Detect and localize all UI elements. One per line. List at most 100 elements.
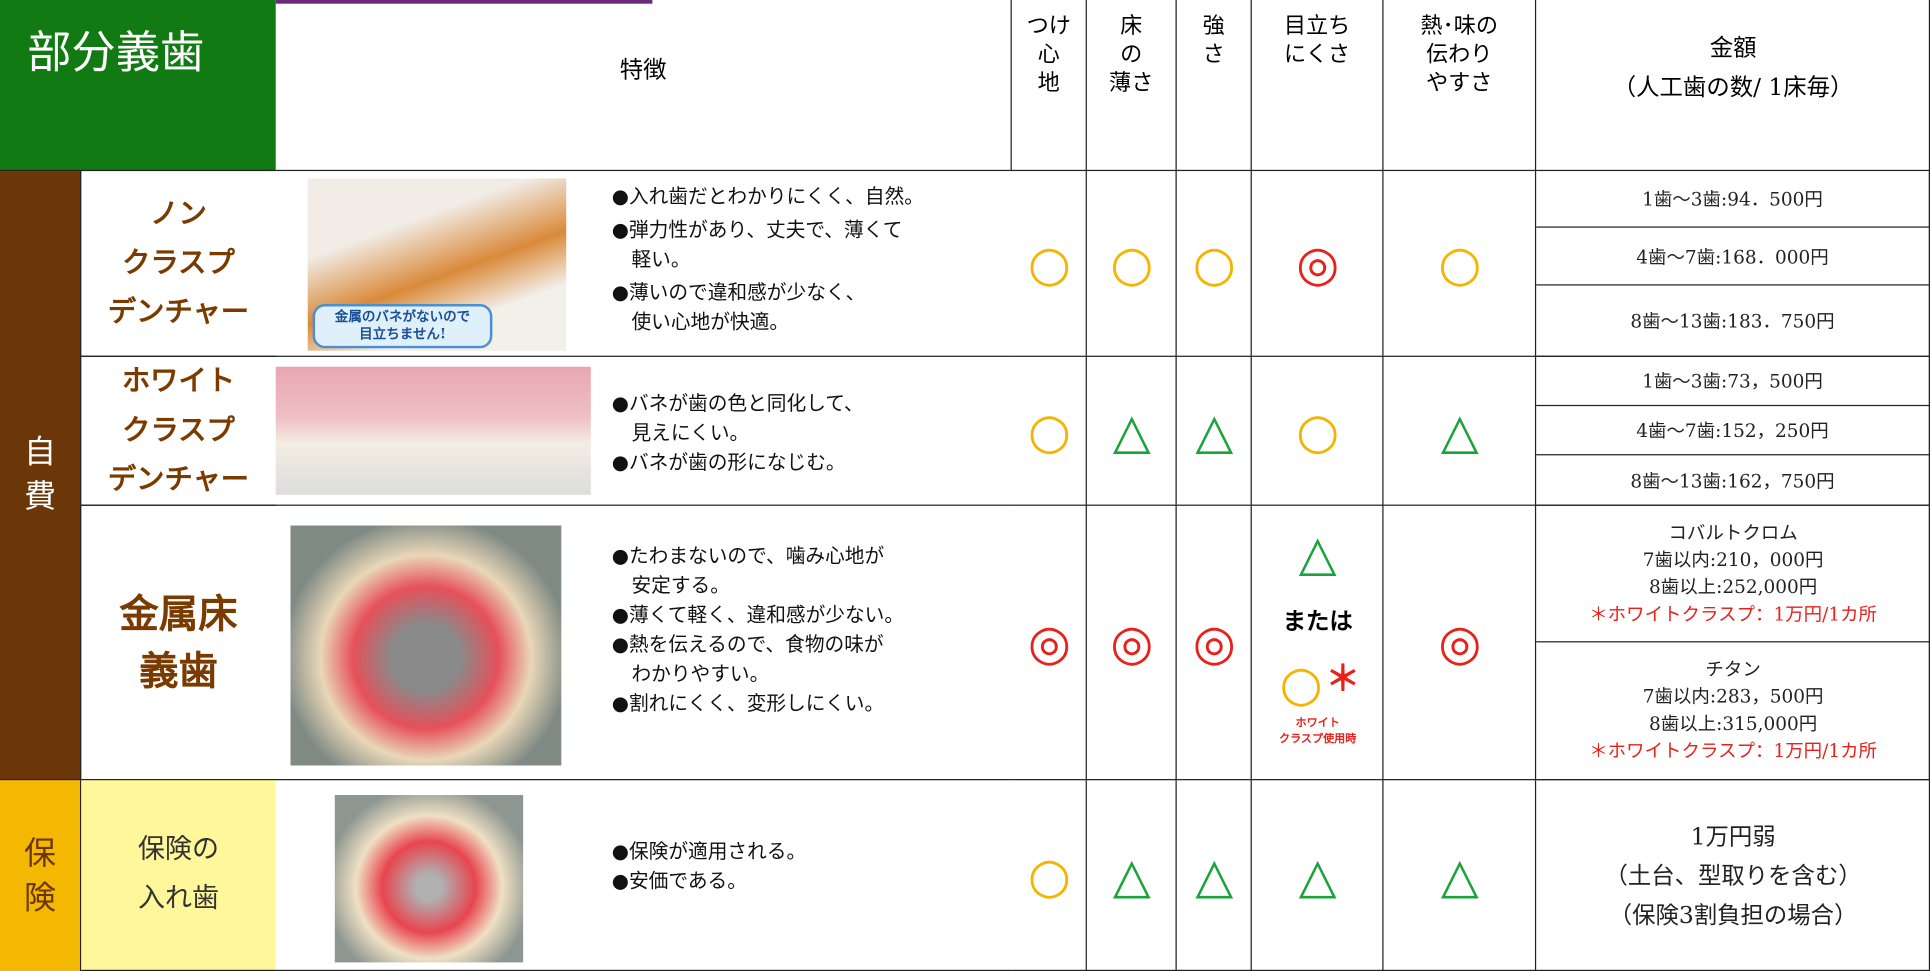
rating: ◎ [1110, 614, 1154, 672]
header-price-note: （人工歯の数/ 1床毎） [1612, 73, 1854, 101]
rating-cell [1251, 505, 1384, 781]
row-name: 保険の 入れ歯 [81, 780, 276, 971]
rating: △ [1298, 525, 1337, 583]
rating: ◎ [1296, 235, 1340, 293]
rating: △ [1112, 847, 1151, 904]
feature-text: ●バネが歯の形になじむ。 [611, 450, 846, 474]
rating-cell [1086, 505, 1177, 781]
rating-cell [1383, 780, 1537, 971]
alt-mark: ＊ [1325, 658, 1361, 700]
rating-cell [1086, 356, 1177, 506]
price: 8歯～13歯:183．750円 [1536, 285, 1930, 357]
row-left-cell [81, 506, 1012, 781]
price-line: 8歯以上:315,000円 [1649, 711, 1818, 735]
rating-cell [1086, 780, 1177, 971]
feature-text: ●薄くて軽く、違和感が少ない。 [611, 603, 905, 627]
price-cell [1536, 780, 1930, 971]
row-name: ノン クラスプ デンチャー [81, 171, 276, 357]
rating-cell [1383, 171, 1537, 357]
feature-text: ●入れ歯だとわかりにくく、自然。 [611, 184, 924, 208]
rating-cell [1086, 171, 1177, 357]
row-name: ホワイト クラスプ デンチャー [81, 357, 276, 506]
feature-text: ●安価である。 [611, 868, 747, 893]
rating: △ [1112, 403, 1151, 460]
group-label: 保 険 [0, 780, 82, 971]
price-line: 8歯以上:252,000円 [1649, 575, 1818, 598]
rating: △ [1440, 403, 1479, 460]
group-label: 自 費 [0, 171, 82, 781]
rating-cell [1251, 356, 1384, 506]
header-criterion: 床 の 薄さ [1086, 0, 1177, 172]
row-name: 金属床 義歯 [81, 506, 276, 781]
feature-text: ●割れにくく、変形しにくい。 [611, 691, 885, 716]
top-line [275, 0, 653, 4]
price-note: ＊ホワイトクラスプ：1万円/1カ所 [1589, 739, 1878, 762]
feature-text: ●弾力性があり、丈夫で、薄くて 軽い。 [611, 217, 903, 271]
rating: ○ [1192, 235, 1236, 293]
rating: ○ [1027, 235, 1071, 293]
row-left-cell [81, 171, 1012, 357]
rating: ○ [1296, 403, 1340, 460]
row-left-cell [81, 780, 1012, 971]
rating-cell [1383, 356, 1537, 506]
feature-text: ●たわまないので、噛み心地が 安定する。 [611, 543, 885, 597]
rating: ○ [1027, 403, 1071, 460]
rating-cell [1383, 505, 1537, 781]
price-line: コバルトクロム [1668, 521, 1798, 544]
rating: △ [1195, 403, 1234, 460]
price-block [1536, 505, 1930, 643]
header-criterion: 強 さ [1176, 0, 1252, 172]
rating: △ [1298, 847, 1337, 904]
feature-text: ●バネが歯の色と同化して、 見えにくい。 [611, 391, 864, 445]
header-price: 金額 [1709, 33, 1757, 61]
rating: ◎ [1192, 614, 1236, 672]
price-note: ＊ホワイトクラスプ：1万円/1カ所 [1589, 602, 1878, 625]
alt-note: ホワイト クラスプ使用時 [1279, 717, 1357, 746]
header-price-cell [1536, 0, 1930, 172]
price: 4歯～7歯:168．000円 [1536, 227, 1930, 286]
row-left-cell [81, 357, 1012, 506]
photo [334, 795, 524, 963]
rating-cell [1011, 780, 1087, 971]
price-block [1536, 642, 1930, 781]
rating-cell [1176, 780, 1252, 971]
rating-cell [1011, 171, 1087, 357]
price: 1歯～3歯:73，500円 [1536, 356, 1930, 407]
rating: ○ [1110, 235, 1154, 293]
rating-cell [1176, 171, 1252, 357]
image-caption: 金属のバネがないので 目立ちません! [312, 303, 493, 349]
rating: ○ [1438, 235, 1482, 293]
rating: ◎ [1027, 614, 1071, 672]
header-criterion: 熱･味の 伝わり やすさ [1383, 0, 1537, 172]
rating-cell [1011, 505, 1087, 781]
photo [275, 366, 591, 495]
rating: △ [1440, 847, 1479, 904]
price: 4歯～7歯:152，250円 [1536, 406, 1930, 456]
rating: ◎ [1438, 614, 1482, 672]
feature-text: ●熱を伝えるので、食物の味が わかりやすい。 [611, 632, 884, 686]
price-line: 7歯以内:210，000円 [1642, 548, 1824, 571]
header-title: 部分義歯 [0, 0, 276, 172]
photo [290, 525, 562, 766]
price-line: 7歯以内:283，500円 [1642, 684, 1824, 708]
rating-cell [1011, 356, 1087, 506]
price: 8歯～13歯:162，750円 [1536, 455, 1930, 506]
feature-text: ●保険が適用される。 [611, 839, 807, 863]
rating-cell [1176, 356, 1252, 506]
rating: ○ [1027, 847, 1071, 904]
rating-cell [1176, 505, 1252, 781]
rating-cell [1251, 171, 1384, 357]
rating-cell [1251, 780, 1384, 971]
header-criterion: 目立ち にくさ [1251, 0, 1384, 172]
price: 1歯～3歯:94．500円 [1536, 171, 1930, 228]
header-criterion: つけ 心 地 [1011, 0, 1087, 172]
price-line: チタン [1705, 657, 1761, 680]
rating: △ [1195, 847, 1234, 904]
feature-text: ●薄いので違和感が少なく、 使い心地が快適。 [611, 280, 866, 334]
header-features: 特徴 [275, 0, 1012, 172]
price-text: 1万円弱 （土台、型取りを含む） （保険3割負担の場合） [1604, 822, 1862, 929]
alt-rating: ○ [1279, 655, 1323, 713]
alt-word: または [1282, 607, 1353, 635]
